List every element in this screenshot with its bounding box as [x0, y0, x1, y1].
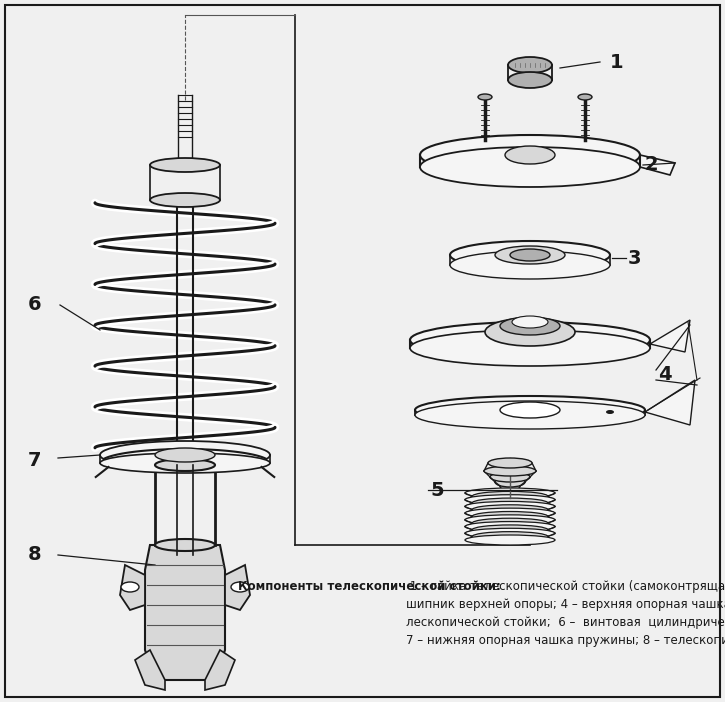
Ellipse shape [100, 441, 270, 469]
Ellipse shape [510, 249, 550, 261]
Ellipse shape [450, 251, 610, 279]
Ellipse shape [472, 518, 548, 528]
Ellipse shape [495, 477, 525, 487]
Ellipse shape [500, 481, 520, 491]
Ellipse shape [485, 318, 575, 346]
Ellipse shape [488, 458, 532, 468]
Ellipse shape [500, 317, 560, 335]
Ellipse shape [150, 158, 220, 172]
Ellipse shape [150, 193, 220, 207]
Ellipse shape [508, 72, 552, 88]
Ellipse shape [155, 539, 215, 551]
Ellipse shape [472, 491, 548, 501]
Polygon shape [120, 565, 145, 610]
Ellipse shape [465, 522, 555, 531]
Ellipse shape [410, 322, 650, 358]
Ellipse shape [465, 529, 555, 538]
Text: 1: 1 [610, 53, 624, 72]
Ellipse shape [465, 508, 555, 518]
Ellipse shape [478, 94, 492, 100]
Polygon shape [145, 545, 225, 680]
Ellipse shape [490, 472, 530, 482]
Ellipse shape [415, 401, 645, 429]
Ellipse shape [155, 448, 215, 462]
Ellipse shape [420, 135, 640, 175]
Ellipse shape [121, 582, 139, 592]
Ellipse shape [578, 94, 592, 100]
Text: 1 – гайка телескопической стойки (самоконтрящаяся гайка); 2 – корпус верхней опо: 1 – гайка телескопической стойки (самоко… [406, 580, 725, 647]
Ellipse shape [472, 498, 548, 508]
Ellipse shape [465, 501, 555, 512]
Ellipse shape [415, 396, 645, 424]
Polygon shape [205, 650, 235, 690]
Ellipse shape [505, 146, 555, 164]
Polygon shape [135, 650, 165, 690]
Ellipse shape [484, 466, 536, 476]
Ellipse shape [465, 488, 555, 498]
Polygon shape [225, 565, 250, 610]
Ellipse shape [472, 525, 548, 535]
Text: 4: 4 [658, 366, 671, 385]
Ellipse shape [508, 57, 552, 73]
Ellipse shape [472, 531, 548, 542]
Text: 8: 8 [28, 545, 41, 564]
Ellipse shape [100, 453, 270, 473]
Text: 7: 7 [28, 451, 41, 470]
Ellipse shape [231, 582, 249, 592]
Ellipse shape [495, 246, 565, 264]
Ellipse shape [500, 402, 560, 418]
Polygon shape [645, 380, 695, 425]
Ellipse shape [465, 515, 555, 525]
Polygon shape [650, 320, 690, 352]
Text: 2: 2 [645, 156, 658, 175]
Ellipse shape [410, 330, 650, 366]
Ellipse shape [155, 459, 215, 471]
Ellipse shape [465, 535, 555, 545]
Text: 3: 3 [628, 249, 642, 267]
Text: 5: 5 [430, 480, 444, 500]
Ellipse shape [465, 495, 555, 505]
Text: 6: 6 [28, 296, 41, 314]
Ellipse shape [472, 512, 548, 522]
Ellipse shape [606, 410, 614, 414]
Ellipse shape [450, 241, 610, 269]
Ellipse shape [472, 505, 548, 515]
Ellipse shape [420, 147, 640, 187]
Polygon shape [640, 155, 675, 175]
Text: Компоненты телескопической стойки:: Компоненты телескопической стойки: [238, 580, 501, 593]
Ellipse shape [512, 316, 548, 328]
